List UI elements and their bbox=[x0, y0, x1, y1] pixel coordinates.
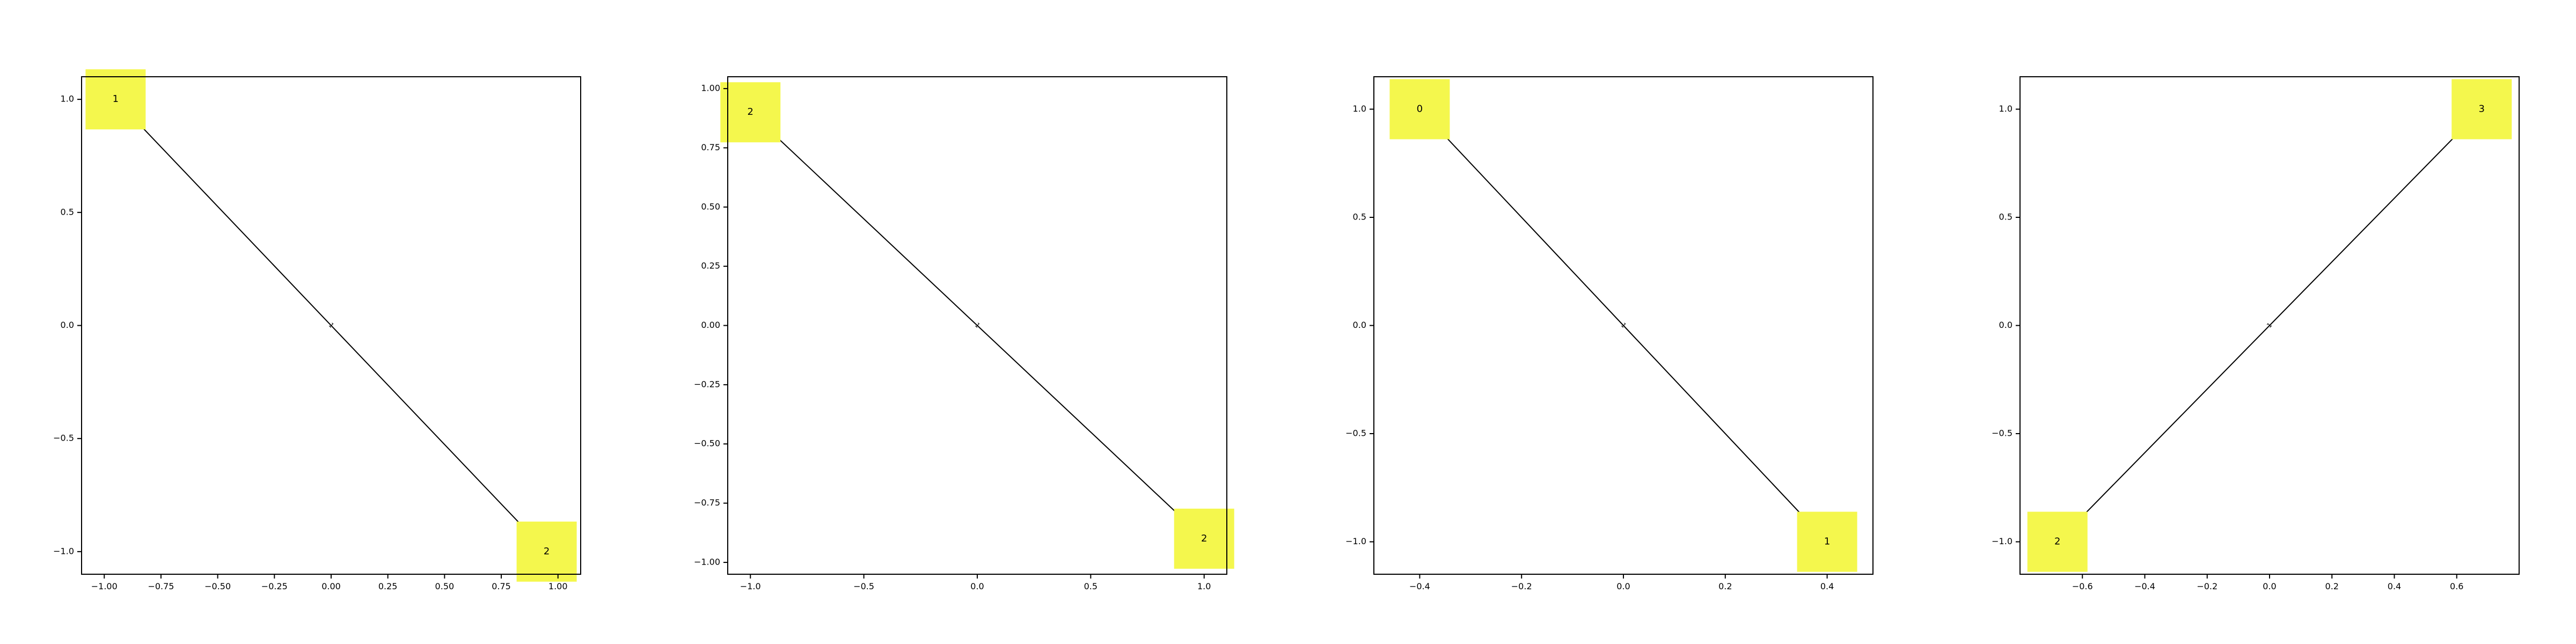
x-tick-label: −0.75 bbox=[148, 581, 174, 591]
node-label: 3 bbox=[2479, 103, 2485, 114]
x-tick-label: 0.4 bbox=[1820, 581, 1834, 591]
x-tick-label: 0.0 bbox=[2263, 581, 2276, 591]
x-tick-label: −0.4 bbox=[1409, 581, 1430, 591]
edge-line bbox=[1419, 108, 1828, 543]
chart-panel-4: 123−0.6 −0.4 −0.2 0.0 0.2 0.4 0.6−1.0−0.50.00.… bbox=[1992, 76, 2520, 591]
x-tick-label: 0.2 bbox=[2325, 581, 2339, 591]
y-tick-label: 1.0 bbox=[1353, 104, 1366, 114]
x-tick-label: −0.2 bbox=[1511, 581, 1532, 591]
y-tick-label: −1.0 bbox=[1345, 536, 1366, 546]
x-tick-label: −0.25 bbox=[261, 581, 288, 591]
y-tick-label: 1.0 bbox=[1999, 104, 2012, 114]
y-tick-label: 0.50 bbox=[701, 201, 720, 211]
y-tick-label: 0.00 bbox=[701, 320, 720, 330]
edge-line bbox=[115, 99, 547, 552]
node-box bbox=[1174, 508, 1234, 569]
x-tick-label: 0.5 bbox=[1084, 581, 1097, 591]
x-tick-label: 0.2 bbox=[1718, 581, 1732, 591]
node-label: 2 bbox=[748, 106, 753, 118]
node-label: 2 bbox=[1201, 533, 1207, 544]
y-tick-label: −0.50 bbox=[694, 438, 720, 449]
y-tick-label: −0.75 bbox=[694, 497, 720, 508]
x-tick-label: 0.0 bbox=[970, 581, 984, 591]
x-tick-label: 0.25 bbox=[378, 581, 398, 591]
node-box bbox=[85, 69, 146, 130]
y-tick-label: 0.5 bbox=[61, 207, 74, 217]
x-tick-label: 0.0 bbox=[1616, 581, 1630, 591]
edge-line bbox=[750, 112, 1205, 539]
y-tick-label: −0.5 bbox=[1992, 428, 2012, 438]
node-box bbox=[1797, 511, 1857, 572]
y-tick-label: 0.0 bbox=[61, 320, 74, 330]
node-box bbox=[720, 82, 781, 143]
x-tick-label: −0.5 bbox=[853, 581, 874, 591]
y-tick-label: −1.0 bbox=[53, 546, 74, 556]
y-tick-label: −0.5 bbox=[53, 433, 74, 443]
x-tick-label: −1.0 bbox=[740, 581, 761, 591]
x-tick-label: 0.00 bbox=[321, 581, 341, 591]
node-label: 2 bbox=[544, 546, 550, 557]
chart-panel-2: 122−1.0 −0.5 0.0 0.5 1.0−1.00−0.75−0.50−0.25… bbox=[694, 76, 1234, 591]
node-box bbox=[1389, 79, 1450, 140]
x-tick-label: −0.50 bbox=[204, 581, 231, 591]
node-label: 0 bbox=[1417, 103, 1423, 114]
x-tick-label: −1.00 bbox=[91, 581, 118, 591]
y-tick-label: −1.0 bbox=[1992, 536, 2012, 546]
x-tick-label: 1.00 bbox=[548, 581, 568, 591]
node-box bbox=[2027, 511, 2088, 572]
y-tick-label: −0.25 bbox=[694, 379, 720, 389]
node-label: 1 bbox=[1824, 536, 1830, 547]
y-tick-label: 0.25 bbox=[701, 261, 720, 271]
chart-panel-3: 101−0.4 −0.2 0.0 0.2 0.4−1.0−0.50.00.51.0 bbox=[1345, 76, 1874, 591]
y-tick-label: 1.0 bbox=[61, 94, 74, 104]
edge-line bbox=[2057, 108, 2482, 543]
x-tick-label: 1.0 bbox=[1197, 581, 1211, 591]
chart-panel-1: 112−1.00 −0.75 −0.50 −0.25 0.00 0.25 0.50 0.75 1… bbox=[53, 69, 581, 591]
y-tick-label: −0.5 bbox=[1345, 428, 1366, 438]
x-tick-label: 0.4 bbox=[2388, 581, 2401, 591]
x-tick-label: 0.50 bbox=[435, 581, 455, 591]
y-tick-label: 0.75 bbox=[701, 142, 720, 152]
x-tick-label: −0.2 bbox=[2197, 581, 2218, 591]
x-tick-label: 0.75 bbox=[492, 581, 511, 591]
x-tick-label: −0.6 bbox=[2072, 581, 2093, 591]
node-box bbox=[516, 521, 577, 582]
node-label: 2 bbox=[2054, 536, 2060, 547]
y-tick-label: 0.0 bbox=[1353, 320, 1366, 330]
y-tick-label: 0.5 bbox=[1999, 211, 2012, 222]
x-tick-label: 0.6 bbox=[2450, 581, 2463, 591]
y-tick-label: 0.0 bbox=[1999, 320, 2012, 330]
node-label: 1 bbox=[113, 93, 119, 105]
node-box bbox=[2451, 79, 2512, 140]
y-tick-label: 0.5 bbox=[1353, 211, 1366, 222]
y-tick-label: −1.00 bbox=[694, 557, 720, 567]
x-tick-label: −0.4 bbox=[2134, 581, 2155, 591]
y-tick-label: 1.00 bbox=[701, 83, 720, 93]
